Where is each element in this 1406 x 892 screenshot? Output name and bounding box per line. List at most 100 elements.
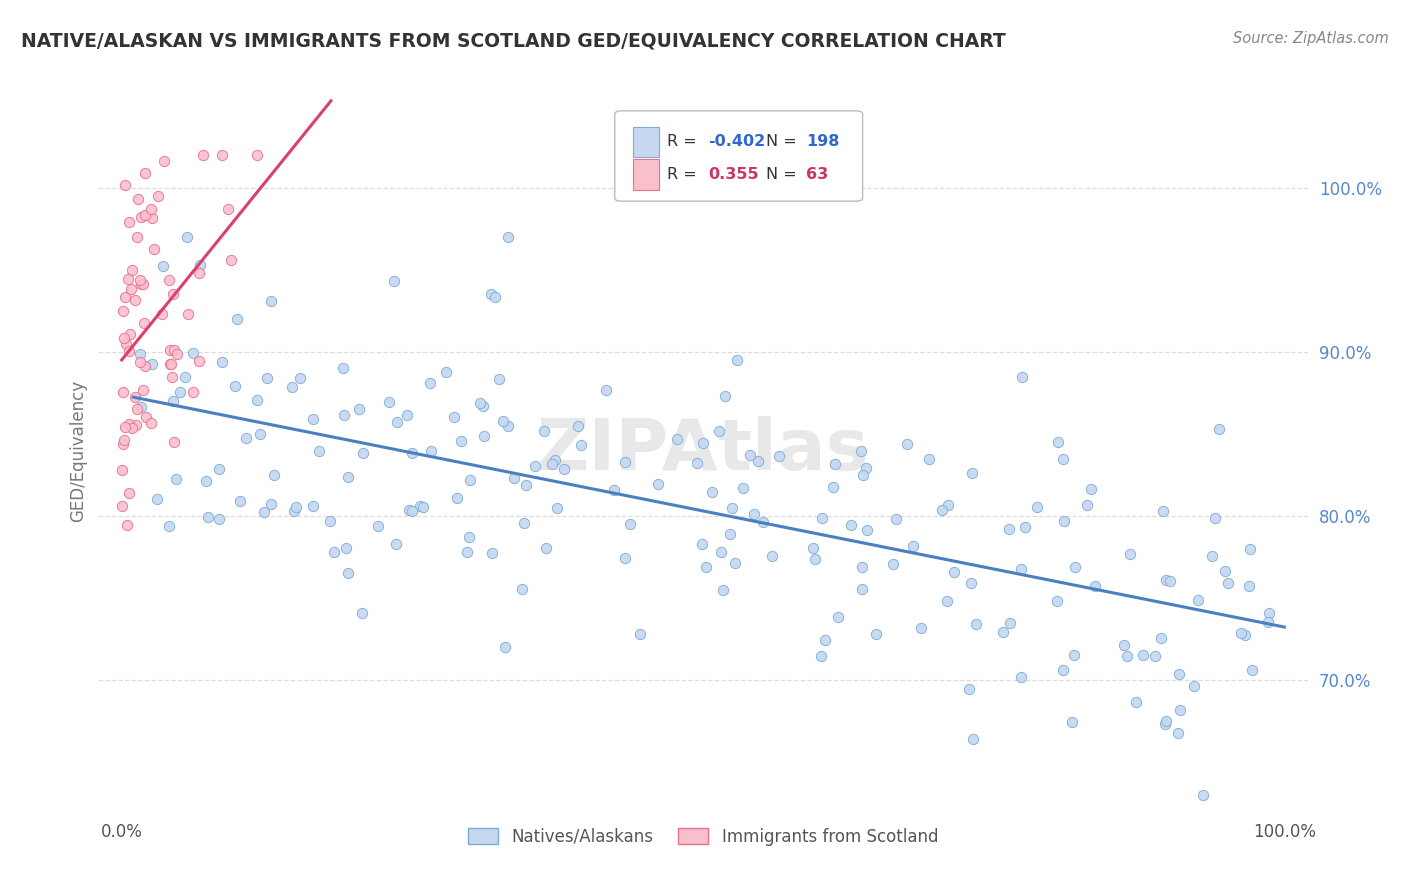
Point bbox=[851, 582, 873, 596]
Point bbox=[127, 193, 149, 207]
Point bbox=[710, 545, 733, 559]
Point bbox=[707, 424, 730, 438]
Point bbox=[118, 486, 141, 500]
Point bbox=[129, 355, 152, 369]
Point bbox=[284, 500, 307, 515]
Point bbox=[595, 383, 617, 397]
Point bbox=[352, 445, 374, 459]
Point bbox=[159, 357, 181, 371]
Point bbox=[246, 148, 269, 162]
Point bbox=[738, 448, 761, 462]
Point bbox=[152, 259, 174, 273]
Point bbox=[534, 541, 557, 556]
Point bbox=[1204, 510, 1226, 524]
Point bbox=[960, 575, 983, 590]
Point bbox=[181, 346, 204, 360]
Point bbox=[714, 389, 737, 403]
Point bbox=[443, 409, 465, 424]
Point bbox=[378, 395, 401, 409]
Point bbox=[111, 385, 134, 400]
Point bbox=[153, 154, 176, 169]
Point bbox=[121, 421, 143, 435]
Point bbox=[546, 500, 568, 515]
Point bbox=[124, 390, 146, 404]
Point bbox=[1192, 789, 1215, 803]
Point bbox=[187, 354, 209, 368]
Point bbox=[134, 166, 156, 180]
Point bbox=[865, 627, 887, 641]
Point bbox=[211, 354, 233, 368]
Point bbox=[166, 347, 188, 361]
Point bbox=[1167, 667, 1189, 681]
Point bbox=[896, 437, 918, 451]
Point bbox=[337, 470, 360, 484]
Point bbox=[917, 451, 939, 466]
Text: N =: N = bbox=[766, 167, 801, 182]
Point bbox=[159, 343, 181, 357]
Point bbox=[129, 273, 152, 287]
Point bbox=[112, 303, 135, 318]
Point bbox=[962, 731, 984, 746]
Point bbox=[163, 435, 186, 450]
Point bbox=[1132, 648, 1154, 662]
Point bbox=[491, 414, 513, 428]
Point bbox=[839, 517, 862, 532]
Point bbox=[141, 211, 163, 225]
Point bbox=[503, 470, 526, 484]
Point bbox=[711, 582, 734, 597]
Point bbox=[162, 393, 184, 408]
Point bbox=[931, 503, 953, 517]
Point bbox=[288, 371, 311, 385]
Point bbox=[117, 215, 139, 229]
Point bbox=[398, 503, 420, 517]
Point bbox=[472, 428, 495, 442]
Point bbox=[1010, 670, 1032, 684]
Point bbox=[472, 399, 495, 413]
Point bbox=[1150, 631, 1173, 645]
Text: R =: R = bbox=[666, 167, 702, 182]
Point bbox=[332, 360, 354, 375]
Point bbox=[768, 449, 790, 463]
Point bbox=[496, 419, 519, 434]
Point bbox=[456, 545, 478, 559]
Point bbox=[856, 524, 879, 538]
Point bbox=[935, 594, 957, 608]
Point bbox=[159, 519, 181, 533]
Point bbox=[827, 609, 849, 624]
Point bbox=[260, 498, 283, 512]
Point bbox=[1240, 663, 1263, 677]
Point bbox=[901, 540, 924, 554]
Point bbox=[1187, 593, 1209, 607]
Point bbox=[458, 473, 481, 487]
Point bbox=[1233, 628, 1256, 642]
Point bbox=[700, 484, 723, 499]
Point bbox=[962, 466, 984, 480]
Point bbox=[1168, 703, 1191, 717]
Point bbox=[1239, 542, 1261, 557]
Point bbox=[910, 622, 932, 636]
Point bbox=[1053, 515, 1076, 529]
Point bbox=[347, 402, 370, 417]
Point bbox=[125, 401, 148, 416]
Point bbox=[1153, 716, 1175, 731]
Y-axis label: GED/Equivalency: GED/Equivalency bbox=[69, 379, 87, 522]
Point bbox=[419, 376, 441, 390]
Point bbox=[141, 202, 163, 216]
Point bbox=[208, 461, 231, 475]
Point bbox=[127, 230, 149, 244]
Point bbox=[1047, 435, 1070, 450]
Point bbox=[395, 408, 418, 422]
Point bbox=[1060, 714, 1083, 729]
Point bbox=[162, 369, 184, 384]
Point bbox=[1154, 714, 1177, 729]
Point bbox=[412, 500, 434, 514]
Point bbox=[544, 453, 567, 467]
Point bbox=[647, 477, 669, 491]
Point bbox=[256, 371, 278, 385]
Point bbox=[188, 258, 211, 272]
Point bbox=[761, 549, 783, 564]
Point bbox=[804, 552, 827, 566]
Point bbox=[446, 491, 468, 505]
Point bbox=[253, 505, 276, 519]
Point bbox=[810, 648, 832, 663]
